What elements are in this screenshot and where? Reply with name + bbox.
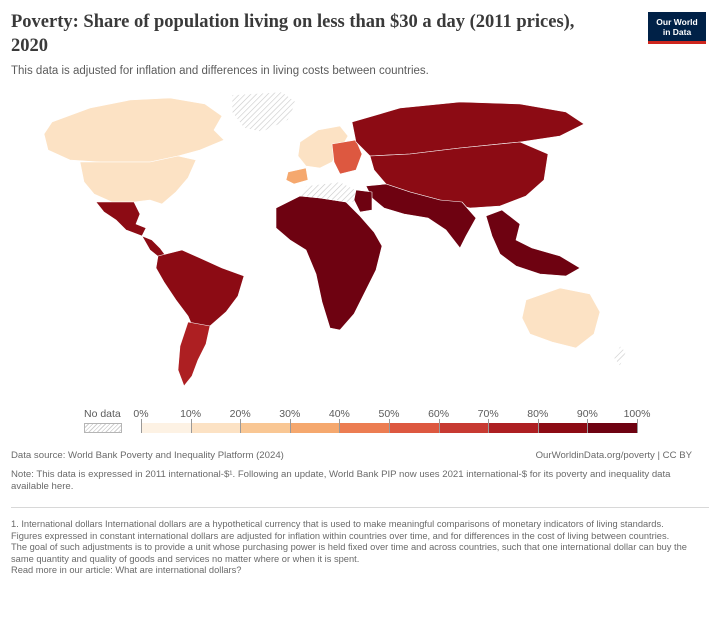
footnotes: 1. International dollars International d…: [11, 519, 701, 577]
region-united-states: [79, 155, 197, 205]
legend-swatch: [190, 423, 241, 433]
legend-bin-label: 90%: [576, 408, 598, 420]
legend-swatch: [537, 423, 588, 433]
region-south-asia: [365, 183, 477, 249]
legend-bin-label: 40%: [328, 408, 350, 420]
logo-line-1: Our World: [656, 17, 698, 27]
footnote-2: Figures expressed in constant internatio…: [11, 530, 670, 541]
legend-tick: [289, 419, 291, 433]
legend-tick: [190, 419, 192, 433]
footnote-1: 1. International dollars International d…: [11, 519, 664, 529]
legend-tick: [438, 419, 440, 433]
legend-bin-label: 30%: [279, 408, 301, 420]
region-south-america-north: [155, 249, 245, 331]
chart-title: Poverty: Share of population living on l…: [11, 12, 575, 56]
footnote-4[interactable]: Read more in our article: What are inter…: [11, 565, 242, 575]
legend-bin-label: 20%: [229, 408, 251, 420]
region-eastern-europe: [331, 139, 363, 175]
chart-note: Note: This data is expressed in 2011 int…: [11, 469, 671, 492]
legend-swatch: [240, 423, 290, 433]
legend-swatch: [438, 423, 489, 433]
region-canada: [43, 97, 225, 163]
chart-subtitle: This data is adjusted for inflation and …: [11, 65, 429, 77]
legend-tick: [637, 419, 638, 433]
legend-swatch: [488, 423, 538, 433]
region-greenland: [231, 91, 297, 133]
legend-bin-label: 70%: [477, 408, 499, 420]
footnote-divider: [11, 507, 709, 508]
legend-swatch: [339, 423, 389, 433]
legend-bin-label: 100%: [623, 408, 651, 420]
legend-bin-label: 0%: [133, 408, 149, 420]
legend-swatch: [289, 423, 340, 433]
region-southeast-asia: [485, 209, 581, 277]
region-mexico: [95, 201, 147, 237]
data-source: Data source: World Bank Poverty and Ineq…: [11, 450, 284, 461]
legend-swatch: [587, 423, 637, 433]
legend-no-data-swatch: [84, 423, 122, 433]
legend-swatch: [389, 423, 439, 433]
legend-tick: [389, 419, 390, 433]
legend-tick: [587, 419, 589, 433]
legend-tick: [537, 419, 539, 433]
region-north-africa: [299, 181, 361, 203]
legend-swatch: [141, 423, 191, 433]
owid-logo[interactable]: Our World in Data: [648, 12, 706, 44]
legend-bin-label: 80%: [527, 408, 549, 420]
logo-accent-bar: [648, 41, 706, 44]
region-australia: [521, 287, 601, 349]
region-africa: [275, 195, 383, 331]
footnote-3: The goal of such adjustments is to provi…: [11, 542, 687, 564]
credit-link[interactable]: OurWorldinData.org/poverty | CC BY: [535, 450, 692, 461]
legend-no-data-label: No data: [84, 408, 121, 420]
legend-bin-label: 10%: [180, 408, 202, 420]
region-southern-cone: [177, 321, 211, 387]
world-map[interactable]: [0, 90, 720, 395]
legend-tick: [141, 419, 142, 433]
legend-tick: [488, 419, 490, 433]
color-legend: No data 0% 10% 20% 30% 40% 50% 60% 70% 80% 90% 100…: [84, 408, 650, 438]
legend-bin-label: 60%: [428, 408, 450, 420]
region-iberia: [285, 167, 309, 185]
legend-tick: [240, 419, 242, 433]
legend-tick: [339, 419, 341, 433]
logo-line-2: in Data: [662, 27, 692, 37]
region-new-zealand: [613, 345, 627, 367]
region-egypt: [353, 189, 373, 213]
legend-bin-label: 50%: [378, 408, 400, 420]
